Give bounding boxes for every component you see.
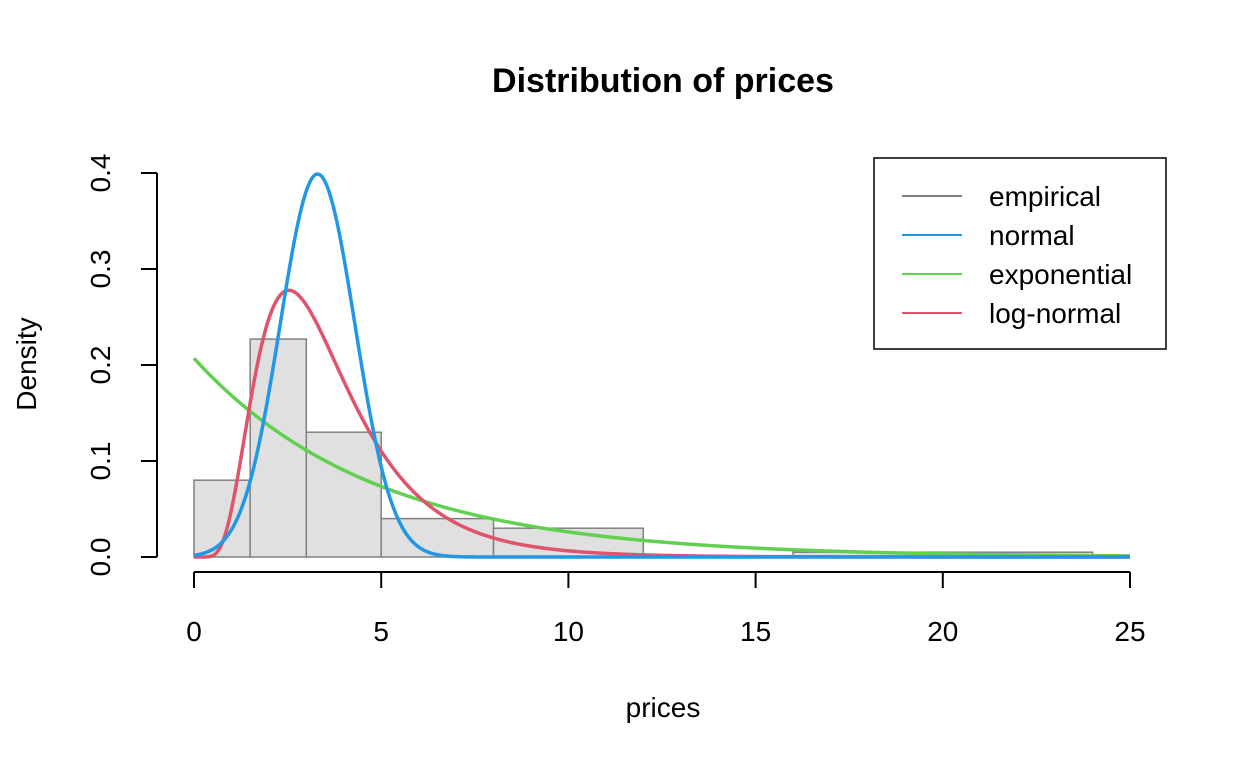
legend-label: exponential <box>989 259 1132 290</box>
x-tick-label: 5 <box>373 616 389 647</box>
x-axis: 0 5 10 15 20 25 <box>186 571 1146 647</box>
x-tick-label: 25 <box>1114 616 1145 647</box>
density-curves <box>192 172 1131 559</box>
y-tick-label: 0.1 <box>85 442 116 481</box>
legend-label: log-normal <box>989 298 1121 329</box>
legend-label: normal <box>989 220 1075 251</box>
legend: empirical normal exponential log-normal <box>873 157 1167 350</box>
histogram <box>193 338 1094 558</box>
y-axis-label: Density <box>11 317 42 410</box>
y-tick-label: 0.0 <box>85 538 116 577</box>
legend-label: empirical <box>989 181 1101 212</box>
density-curve-normal <box>193 172 1131 559</box>
x-tick-label: 15 <box>740 616 771 647</box>
x-axis-label: prices <box>626 692 701 723</box>
y-tick-label: 0.3 <box>85 250 116 289</box>
histogram-bar <box>380 517 495 558</box>
y-axis: 0.0 0.1 0.2 0.3 0.4 <box>85 154 158 577</box>
x-tick-label: 20 <box>927 616 958 647</box>
x-tick-label: 0 <box>186 616 202 647</box>
y-tick-label: 0.4 <box>85 154 116 193</box>
density-curve-exponential <box>192 357 1131 558</box>
chart-title: Distribution of prices <box>492 62 834 100</box>
x-tick-label: 10 <box>553 616 584 647</box>
y-tick-label: 0.2 <box>85 346 116 385</box>
legend-box <box>873 157 1167 350</box>
histogram-bar <box>305 431 382 558</box>
